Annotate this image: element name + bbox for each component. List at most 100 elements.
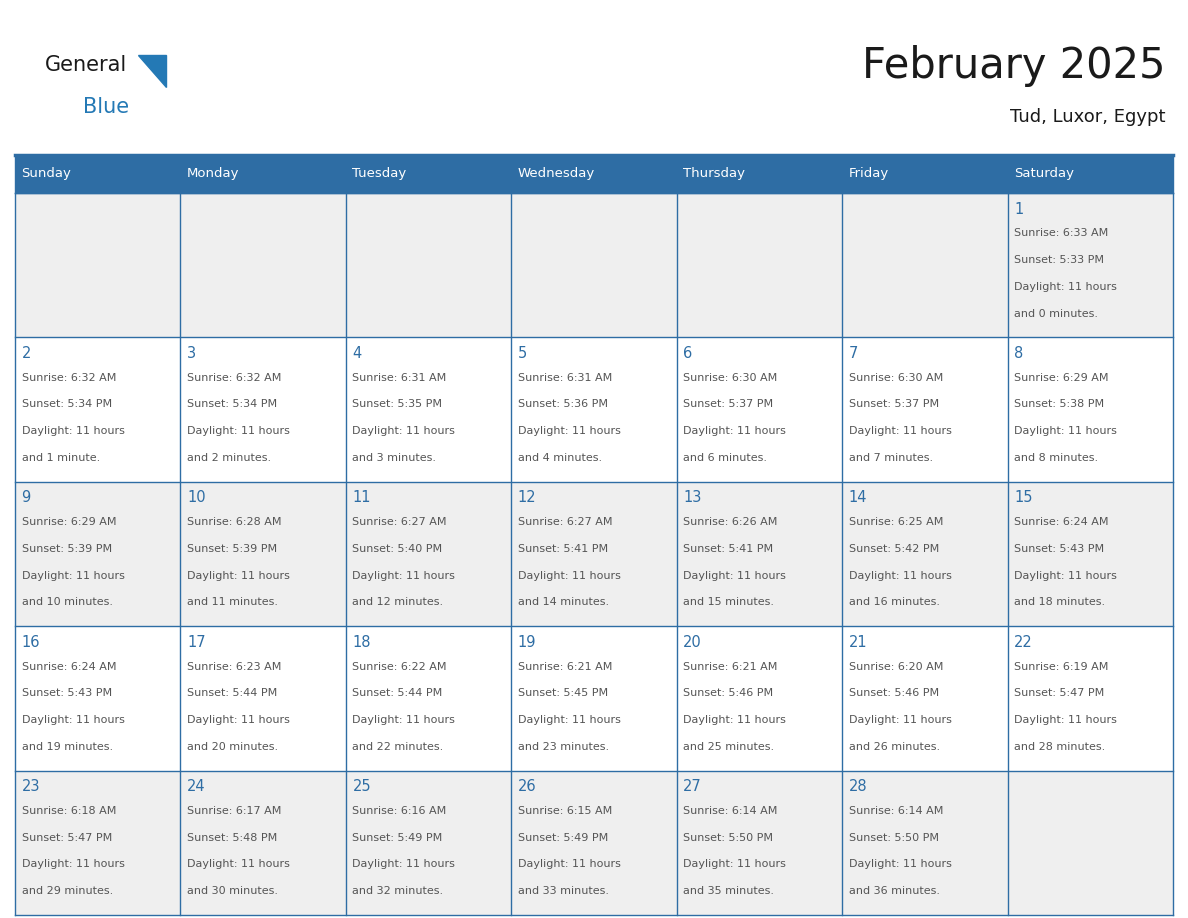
Text: 5: 5 bbox=[518, 346, 527, 361]
Text: Daylight: 11 hours: Daylight: 11 hours bbox=[848, 426, 952, 436]
Text: Sunset: 5:48 PM: Sunset: 5:48 PM bbox=[187, 833, 277, 843]
Text: Sunset: 5:44 PM: Sunset: 5:44 PM bbox=[353, 688, 443, 699]
Text: Daylight: 11 hours: Daylight: 11 hours bbox=[848, 859, 952, 869]
Text: and 15 minutes.: and 15 minutes. bbox=[683, 598, 775, 608]
Text: 2: 2 bbox=[21, 346, 31, 361]
Text: and 8 minutes.: and 8 minutes. bbox=[1015, 453, 1099, 463]
Text: Sunrise: 6:21 AM: Sunrise: 6:21 AM bbox=[683, 662, 778, 672]
Text: Sunset: 5:35 PM: Sunset: 5:35 PM bbox=[353, 399, 442, 409]
Text: Sunrise: 6:32 AM: Sunrise: 6:32 AM bbox=[21, 373, 116, 383]
Text: 23: 23 bbox=[21, 779, 40, 794]
Text: Blue: Blue bbox=[83, 97, 129, 117]
Text: 3: 3 bbox=[187, 346, 196, 361]
Text: Sunset: 5:36 PM: Sunset: 5:36 PM bbox=[518, 399, 608, 409]
Text: 7: 7 bbox=[848, 346, 858, 361]
Text: Wednesday: Wednesday bbox=[518, 167, 595, 181]
Text: Daylight: 11 hours: Daylight: 11 hours bbox=[518, 571, 621, 580]
Text: and 6 minutes.: and 6 minutes. bbox=[683, 453, 767, 463]
Text: Daylight: 11 hours: Daylight: 11 hours bbox=[353, 715, 455, 725]
Text: 19: 19 bbox=[518, 635, 537, 650]
Text: Sunset: 5:43 PM: Sunset: 5:43 PM bbox=[1015, 543, 1105, 554]
Text: 20: 20 bbox=[683, 635, 702, 650]
Text: Daylight: 11 hours: Daylight: 11 hours bbox=[187, 715, 290, 725]
Text: Monday: Monday bbox=[187, 167, 240, 181]
Text: Daylight: 11 hours: Daylight: 11 hours bbox=[1015, 715, 1117, 725]
Text: Sunrise: 6:32 AM: Sunrise: 6:32 AM bbox=[187, 373, 282, 383]
Text: 9: 9 bbox=[21, 490, 31, 506]
Text: and 4 minutes.: and 4 minutes. bbox=[518, 453, 602, 463]
Text: and 32 minutes.: and 32 minutes. bbox=[353, 886, 443, 896]
Text: Daylight: 11 hours: Daylight: 11 hours bbox=[21, 715, 125, 725]
Text: 12: 12 bbox=[518, 490, 537, 506]
Text: 28: 28 bbox=[848, 779, 867, 794]
Text: and 28 minutes.: and 28 minutes. bbox=[1015, 742, 1106, 752]
Text: and 3 minutes.: and 3 minutes. bbox=[353, 453, 436, 463]
Text: Sunrise: 6:14 AM: Sunrise: 6:14 AM bbox=[848, 806, 943, 816]
Text: Sunrise: 6:24 AM: Sunrise: 6:24 AM bbox=[21, 662, 116, 672]
Text: Sunrise: 6:14 AM: Sunrise: 6:14 AM bbox=[683, 806, 778, 816]
Text: Sunrise: 6:33 AM: Sunrise: 6:33 AM bbox=[1015, 229, 1108, 239]
Text: Daylight: 11 hours: Daylight: 11 hours bbox=[353, 859, 455, 869]
Bar bbox=[15, 193, 1173, 338]
Text: 14: 14 bbox=[848, 490, 867, 506]
Text: Sunrise: 6:27 AM: Sunrise: 6:27 AM bbox=[353, 517, 447, 527]
Text: 16: 16 bbox=[21, 635, 40, 650]
Text: Sunset: 5:38 PM: Sunset: 5:38 PM bbox=[1015, 399, 1105, 409]
Text: Sunday: Sunday bbox=[21, 167, 71, 181]
Text: 6: 6 bbox=[683, 346, 693, 361]
Text: 27: 27 bbox=[683, 779, 702, 794]
Text: 25: 25 bbox=[353, 779, 371, 794]
Text: Sunrise: 6:31 AM: Sunrise: 6:31 AM bbox=[353, 373, 447, 383]
Text: Sunset: 5:33 PM: Sunset: 5:33 PM bbox=[1015, 255, 1104, 265]
Text: Tud, Luxor, Egypt: Tud, Luxor, Egypt bbox=[1011, 108, 1165, 126]
Text: February 2025: February 2025 bbox=[862, 45, 1165, 87]
Text: Daylight: 11 hours: Daylight: 11 hours bbox=[683, 571, 786, 580]
Text: Daylight: 11 hours: Daylight: 11 hours bbox=[518, 715, 621, 725]
Bar bbox=[15, 155, 1173, 193]
Text: 22: 22 bbox=[1015, 635, 1032, 650]
Text: Tuesday: Tuesday bbox=[353, 167, 406, 181]
Text: Daylight: 11 hours: Daylight: 11 hours bbox=[1015, 282, 1117, 292]
Bar bbox=[15, 626, 1173, 770]
Text: 18: 18 bbox=[353, 635, 371, 650]
Text: Sunrise: 6:29 AM: Sunrise: 6:29 AM bbox=[21, 517, 116, 527]
Bar bbox=[15, 338, 1173, 482]
Text: Daylight: 11 hours: Daylight: 11 hours bbox=[187, 426, 290, 436]
Text: Daylight: 11 hours: Daylight: 11 hours bbox=[518, 426, 621, 436]
Text: 1: 1 bbox=[1015, 202, 1023, 217]
Bar bbox=[15, 770, 1173, 915]
Text: Sunrise: 6:26 AM: Sunrise: 6:26 AM bbox=[683, 517, 778, 527]
Text: 24: 24 bbox=[187, 779, 206, 794]
Text: Daylight: 11 hours: Daylight: 11 hours bbox=[21, 859, 125, 869]
Text: Sunset: 5:39 PM: Sunset: 5:39 PM bbox=[187, 543, 277, 554]
Text: Sunrise: 6:17 AM: Sunrise: 6:17 AM bbox=[187, 806, 282, 816]
Text: and 19 minutes.: and 19 minutes. bbox=[21, 742, 113, 752]
Text: and 2 minutes.: and 2 minutes. bbox=[187, 453, 271, 463]
Text: and 12 minutes.: and 12 minutes. bbox=[353, 598, 443, 608]
Text: Sunrise: 6:22 AM: Sunrise: 6:22 AM bbox=[353, 662, 447, 672]
Text: Sunrise: 6:24 AM: Sunrise: 6:24 AM bbox=[1015, 517, 1108, 527]
Text: 11: 11 bbox=[353, 490, 371, 506]
Text: Daylight: 11 hours: Daylight: 11 hours bbox=[683, 859, 786, 869]
Text: and 18 minutes.: and 18 minutes. bbox=[1015, 598, 1105, 608]
Text: and 25 minutes.: and 25 minutes. bbox=[683, 742, 775, 752]
Text: Daylight: 11 hours: Daylight: 11 hours bbox=[848, 715, 952, 725]
Text: Sunset: 5:49 PM: Sunset: 5:49 PM bbox=[518, 833, 608, 843]
Text: Sunrise: 6:16 AM: Sunrise: 6:16 AM bbox=[353, 806, 447, 816]
Text: 26: 26 bbox=[518, 779, 537, 794]
Text: Sunrise: 6:30 AM: Sunrise: 6:30 AM bbox=[683, 373, 778, 383]
Text: Sunset: 5:34 PM: Sunset: 5:34 PM bbox=[21, 399, 112, 409]
Text: Daylight: 11 hours: Daylight: 11 hours bbox=[518, 859, 621, 869]
Text: Sunrise: 6:28 AM: Sunrise: 6:28 AM bbox=[187, 517, 282, 527]
Text: Daylight: 11 hours: Daylight: 11 hours bbox=[187, 859, 290, 869]
Text: and 26 minutes.: and 26 minutes. bbox=[848, 742, 940, 752]
Text: Sunset: 5:50 PM: Sunset: 5:50 PM bbox=[683, 833, 773, 843]
Text: Sunrise: 6:30 AM: Sunrise: 6:30 AM bbox=[848, 373, 943, 383]
Text: 13: 13 bbox=[683, 490, 702, 506]
Text: and 0 minutes.: and 0 minutes. bbox=[1015, 308, 1098, 319]
Text: Sunset: 5:47 PM: Sunset: 5:47 PM bbox=[21, 833, 112, 843]
Text: Daylight: 11 hours: Daylight: 11 hours bbox=[353, 571, 455, 580]
Text: Daylight: 11 hours: Daylight: 11 hours bbox=[683, 715, 786, 725]
Text: and 29 minutes.: and 29 minutes. bbox=[21, 886, 113, 896]
Text: Sunset: 5:41 PM: Sunset: 5:41 PM bbox=[518, 543, 608, 554]
